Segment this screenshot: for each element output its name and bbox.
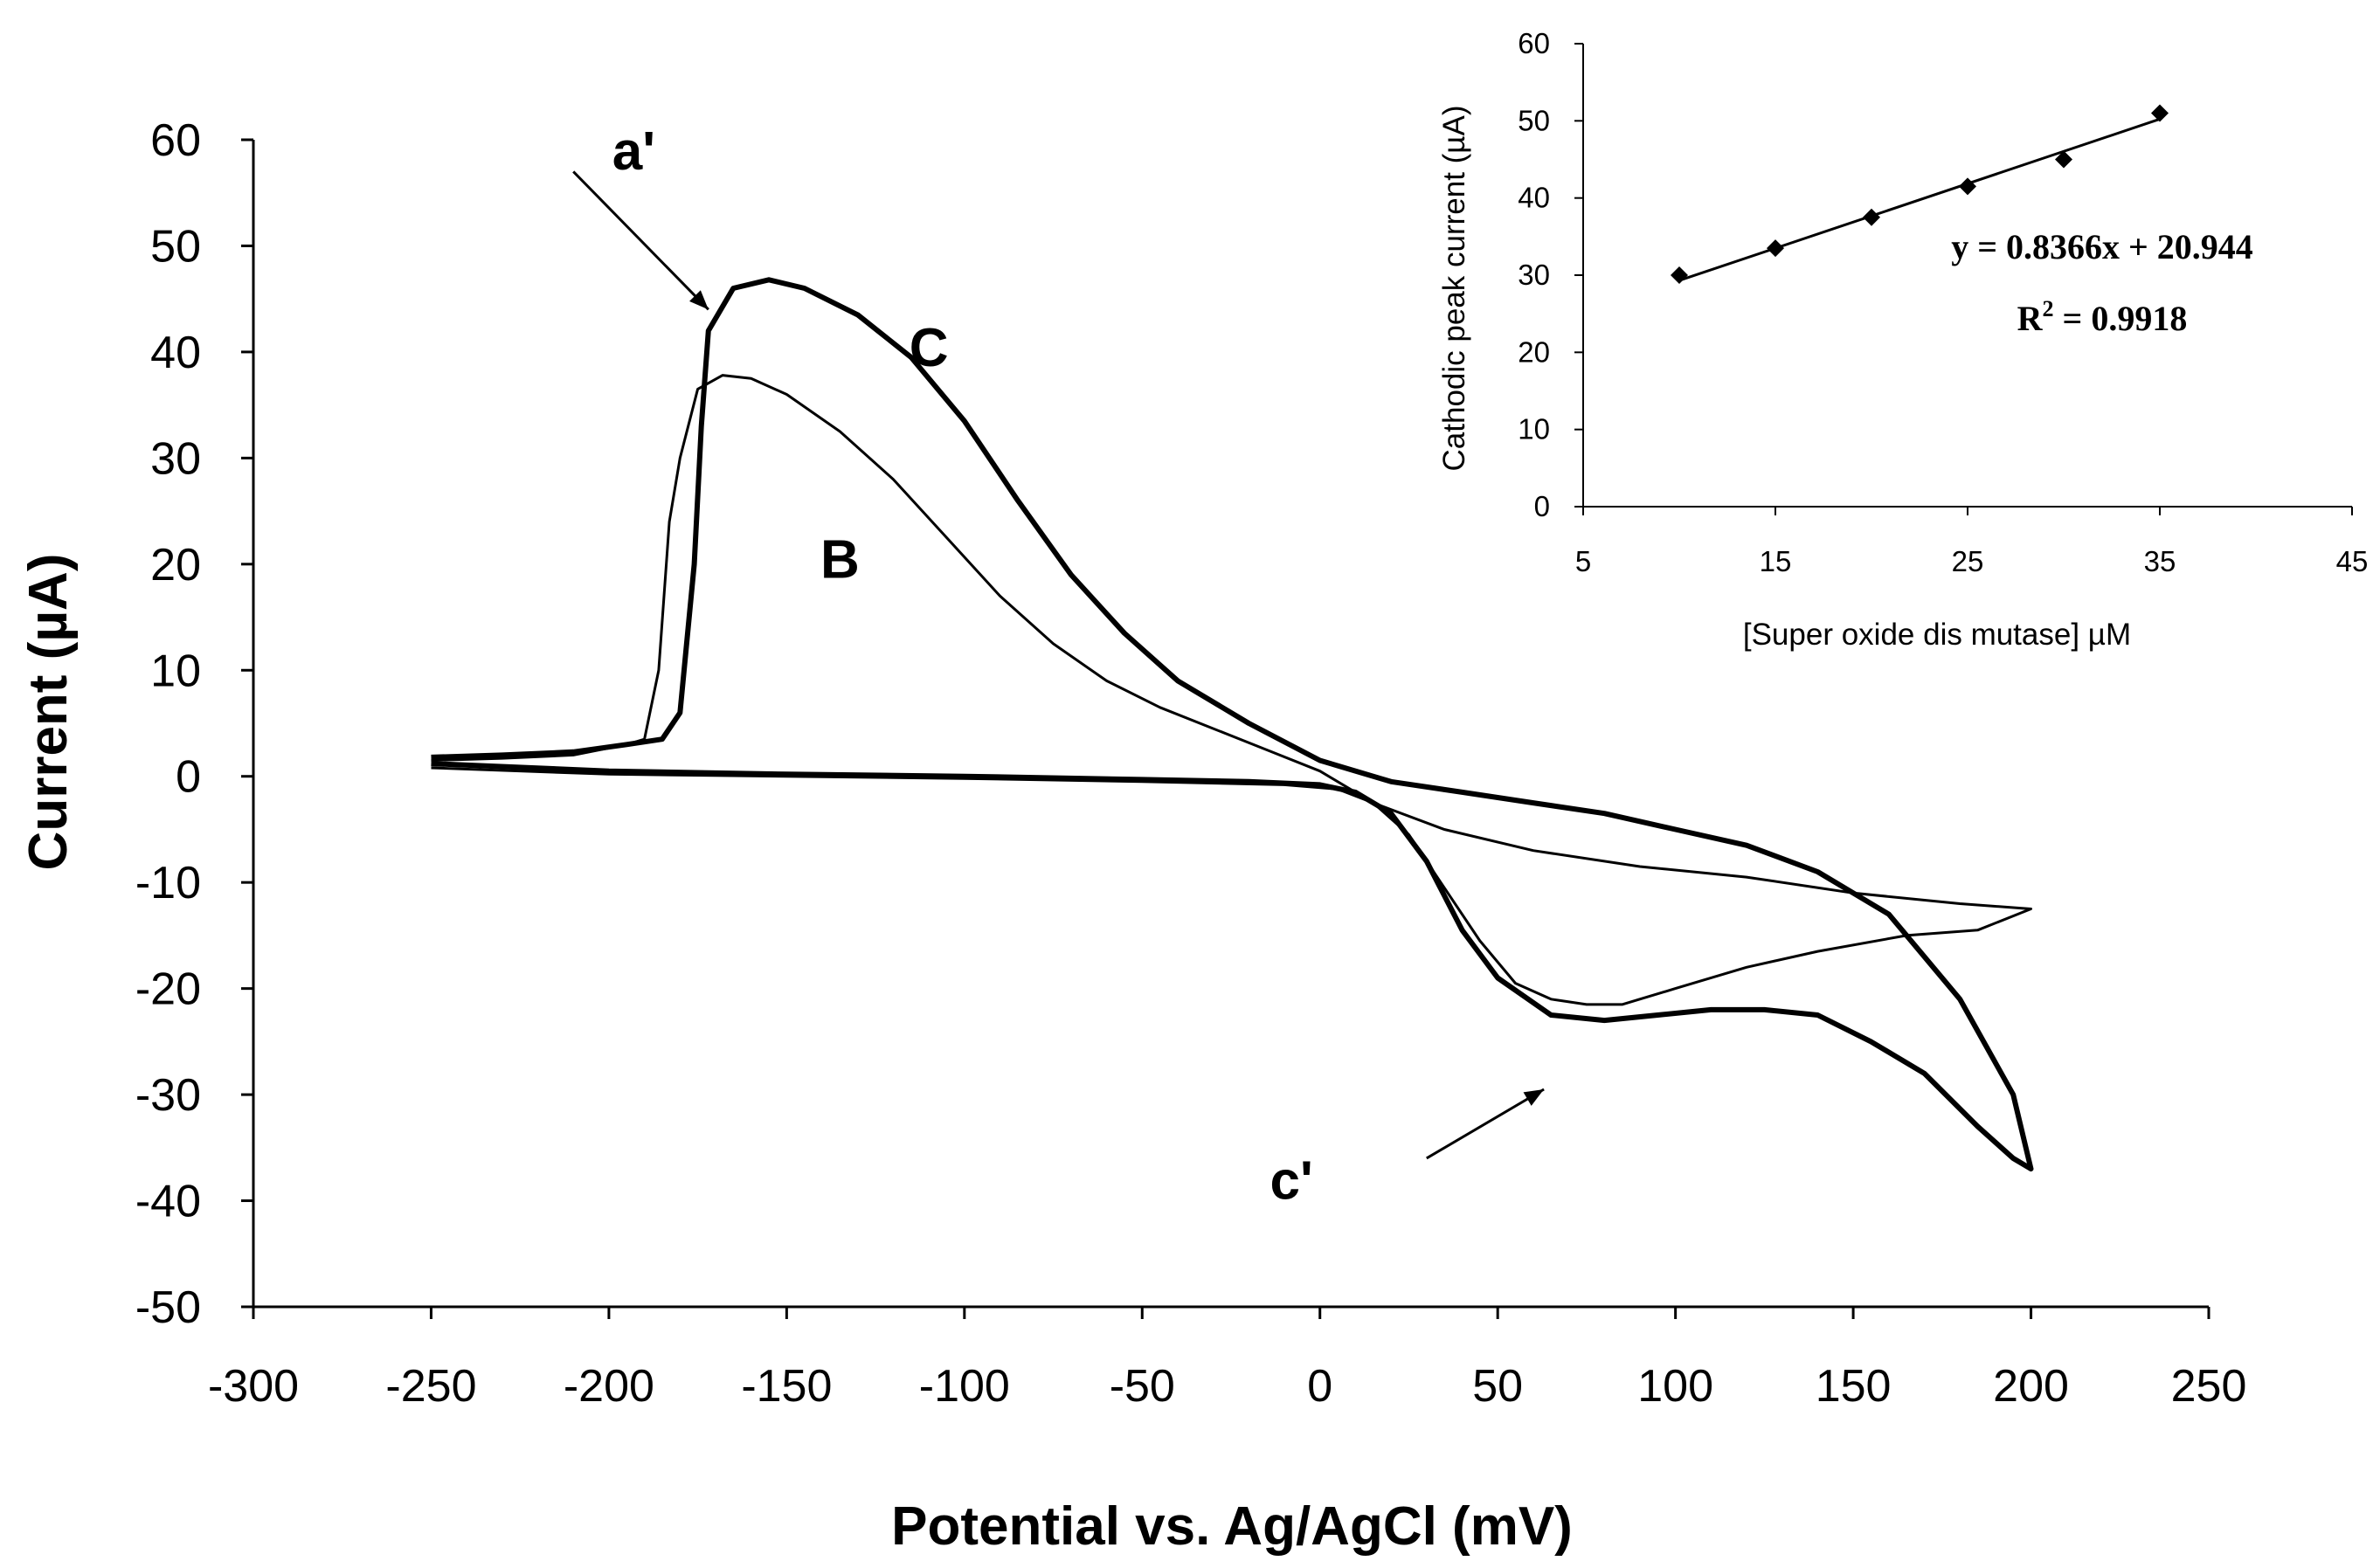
inset-y-tick-label: 30 [1518, 259, 1550, 291]
main-y-tick-label: 50 [150, 221, 201, 272]
main-y-tick-label: 60 [150, 115, 201, 166]
main-y-tick-label: 10 [150, 646, 201, 696]
inset-plot-axes [1574, 43, 2353, 515]
main-plot-axes [241, 138, 2210, 1319]
inset-y-tick-label: 0 [1534, 490, 1550, 522]
inset-y-tick-label: 60 [1518, 27, 1550, 59]
inset-x-tick-label: 45 [2336, 545, 2369, 577]
label-c-prime: c' [1270, 1150, 1313, 1211]
r2-prefix: R [2017, 299, 2044, 338]
inset-y-tick-label: 50 [1518, 104, 1550, 136]
label-curve-c: C [910, 318, 949, 378]
r-squared-label: R2 = 0.9918 [2017, 296, 2188, 338]
main-x-tick-label: -50 [1110, 1361, 1175, 1412]
inset-y-axis-title: Cathodic peak current (µA) [1437, 106, 1471, 472]
main-x-tick-label: 100 [1637, 1361, 1713, 1412]
inset-y-tick-label: 40 [1518, 182, 1550, 214]
label-c-prime-arrow-shaft [1426, 1088, 1545, 1160]
main-x-tick-label: -150 [741, 1361, 832, 1412]
inset-x-tick-label: 15 [1760, 545, 1792, 577]
trendline-equation: y = 0.8366x + 20.944 [1951, 227, 2253, 266]
inset-trendline [1678, 117, 2161, 282]
inset-data-point [1671, 266, 1688, 284]
main-x-tick-label: 0 [1307, 1361, 1332, 1412]
main-x-tick-label: -100 [919, 1361, 1010, 1412]
main-x-tick-label: -200 [564, 1361, 654, 1412]
main-x-tick-label: 50 [1472, 1361, 1523, 1412]
main-y-tick-label: -10 [135, 858, 201, 908]
main-y-tick-label: 30 [150, 433, 201, 484]
label-a-prime-arrow-head [689, 290, 709, 310]
inset-data-point [2151, 104, 2169, 122]
inset-y-tick-label: 20 [1518, 335, 1550, 368]
main-y-tick-label: -30 [135, 1070, 201, 1121]
inset-x-tick-label: 25 [1952, 545, 1984, 577]
main-x-tick-label: -250 [385, 1361, 476, 1412]
main-y-tick-label: -40 [135, 1177, 201, 1227]
main-y-tick-label: 0 [176, 752, 201, 803]
main-series-group [431, 277, 2034, 1172]
main-y-tick-label: 40 [150, 328, 201, 378]
label-curve-b: B [820, 530, 860, 591]
cv-curve-c [431, 277, 2034, 1172]
r2-value: = 0.9918 [2054, 299, 2188, 338]
inset-x-axis-title: [Super oxide dis mutase] µM [1743, 618, 2131, 652]
cv-curve-b [431, 374, 2032, 1006]
main-x-axis-title: Potential vs. Ag/AgCl (mV) [891, 1496, 1573, 1557]
inset-data-point [1863, 208, 1880, 226]
r2-superscript: 2 [2043, 296, 2054, 321]
inset-data-point [2055, 150, 2072, 169]
main-annotations: a' C Bc' [572, 121, 1545, 1211]
inset-tick-labels: 60 50 40 30 20 10 05 15 25 35 45 [1518, 27, 2368, 577]
inset-x-tick-label: 35 [2144, 545, 2176, 577]
main-y-tick-label: -20 [135, 964, 201, 1015]
inset-data-point [1959, 177, 1976, 196]
main-y-axis-title: Current (µA) [18, 554, 79, 871]
inset-series-group [1671, 104, 2169, 284]
main-y-tick-label: -50 [135, 1282, 201, 1333]
main-x-tick-label: -300 [208, 1361, 299, 1412]
main-x-tick-label: 200 [1993, 1361, 2069, 1412]
label-a-prime-arrow-shaft [572, 170, 709, 311]
main-y-tick-label: 20 [150, 540, 201, 591]
inset-x-tick-label: 5 [1575, 545, 1591, 577]
main-x-tick-label: 250 [2171, 1361, 2247, 1412]
inset-y-tick-label: 10 [1518, 413, 1550, 446]
main-x-tick-label: 150 [1816, 1361, 1892, 1412]
label-c-prime-arrow-head [1523, 1089, 1545, 1106]
label-a-prime: a' [612, 121, 655, 182]
inset-data-point [1767, 239, 1784, 258]
